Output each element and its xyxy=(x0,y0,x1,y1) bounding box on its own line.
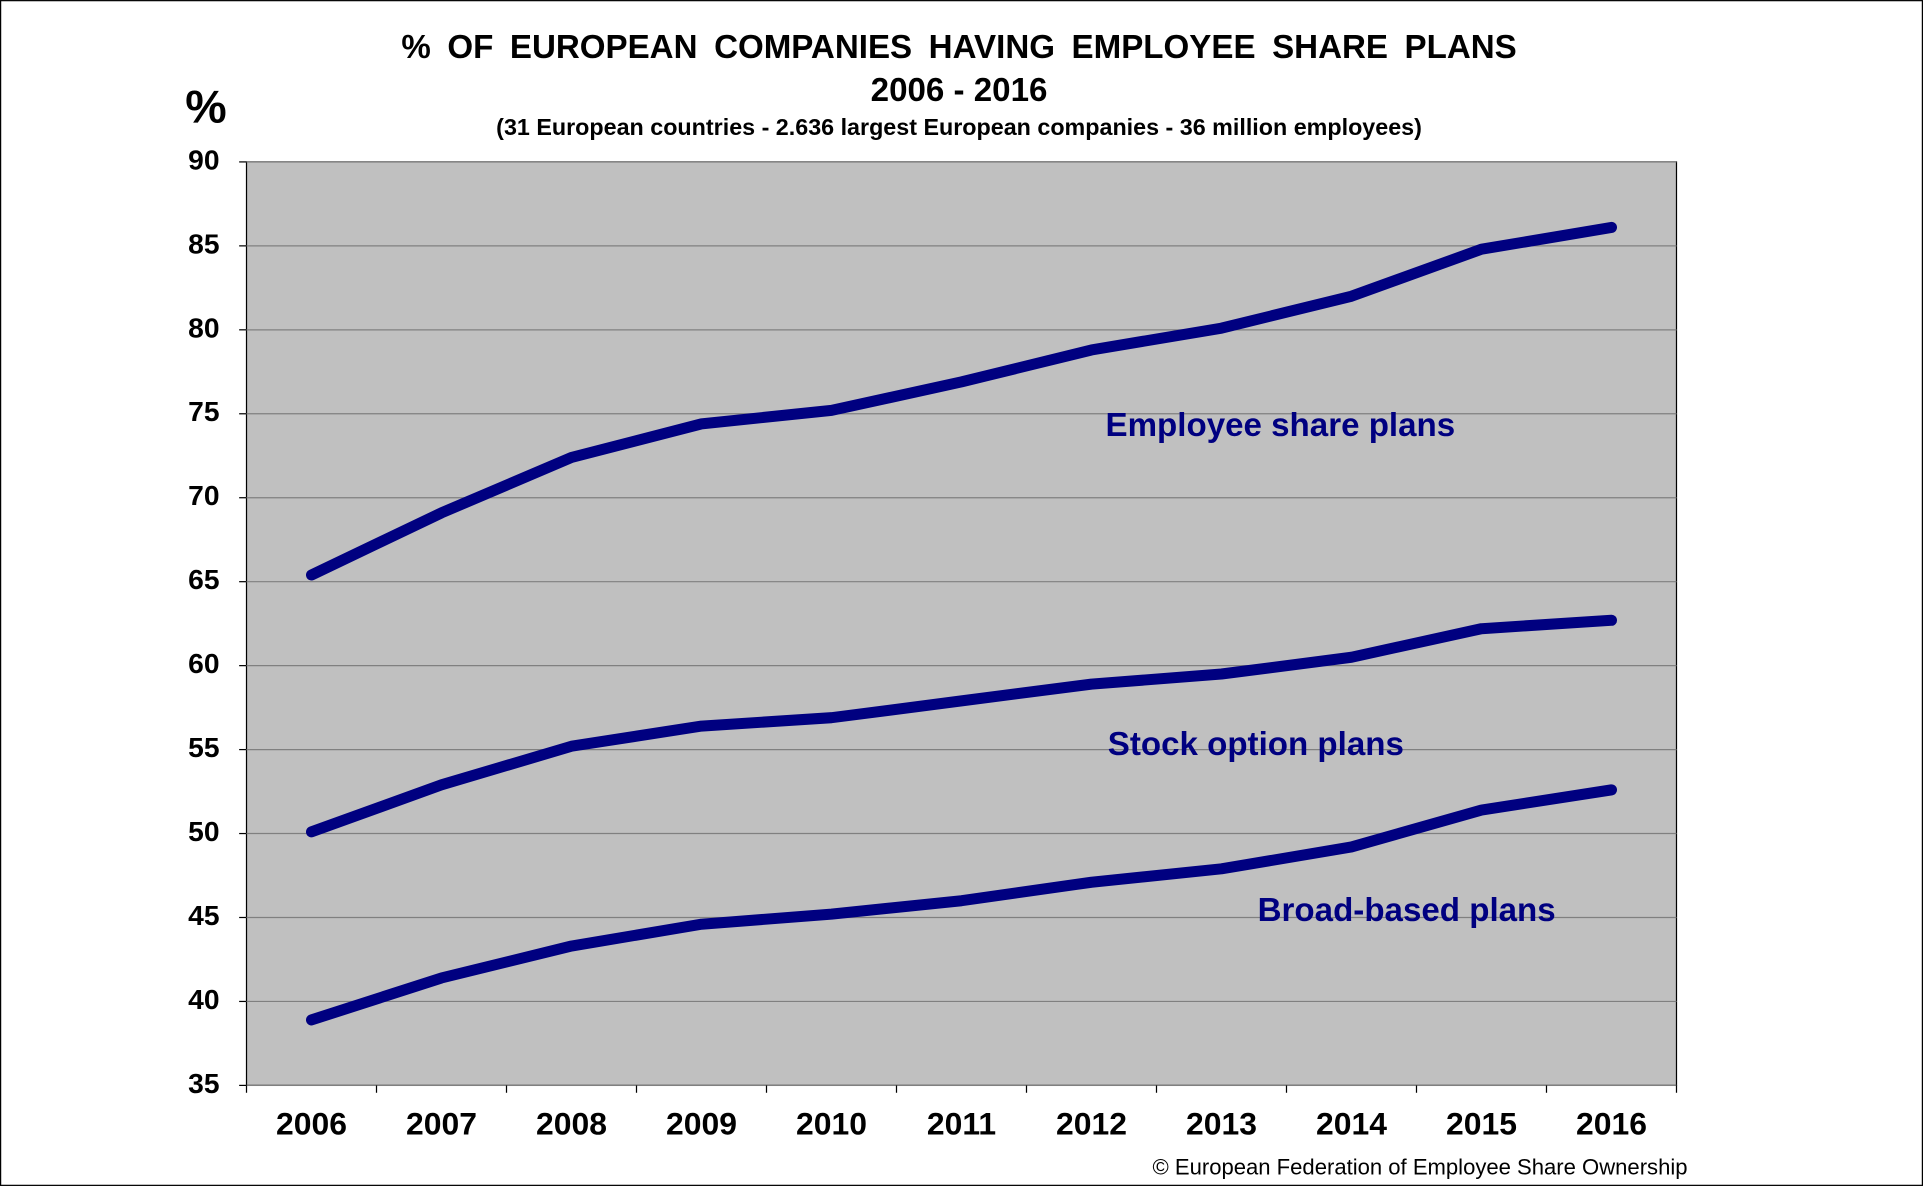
chart-subtitle: 2006 - 2016 xyxy=(871,72,1048,109)
x-tick-label: 2007 xyxy=(406,1105,477,1141)
x-tick-label: 2013 xyxy=(1186,1105,1257,1141)
series-line xyxy=(305,784,1618,1026)
y-tick-label: 75 xyxy=(188,395,219,427)
chart-title: % OF EUROPEAN COMPANIES HAVING EMPLOYEE … xyxy=(401,29,1516,66)
x-tick-label: 2009 xyxy=(666,1105,737,1141)
x-tick-label: 2016 xyxy=(1576,1105,1647,1141)
plot-area xyxy=(245,161,1678,1087)
series-line xyxy=(305,221,1618,581)
x-tick-label: 2015 xyxy=(1446,1105,1517,1141)
x-tick-label: 2012 xyxy=(1056,1105,1127,1141)
y-tick-label: 70 xyxy=(188,479,219,511)
y-tick-label: 55 xyxy=(188,731,219,763)
x-tick-label: 2006 xyxy=(276,1105,347,1141)
y-axis-label: % xyxy=(185,81,226,133)
y-tick-label: 45 xyxy=(188,899,219,931)
y-tick-label: 35 xyxy=(188,1067,219,1099)
series-label: Broad-based plans xyxy=(1258,892,1556,929)
series-line xyxy=(305,614,1618,838)
y-tick-label: 85 xyxy=(188,227,219,259)
y-tick-label: 65 xyxy=(188,563,219,595)
y-tick-label: 40 xyxy=(188,983,219,1015)
x-tick-label: 2014 xyxy=(1316,1105,1387,1141)
y-tick-label: 90 xyxy=(188,143,219,175)
x-tick-label: 2010 xyxy=(796,1105,867,1141)
y-tick-label: 80 xyxy=(188,311,219,343)
y-tick-label: 50 xyxy=(188,815,219,847)
series-label: Stock option plans xyxy=(1108,726,1404,763)
y-tick-label: 60 xyxy=(188,647,219,679)
series-label: Employee share plans xyxy=(1106,407,1456,444)
x-tick-label: 2008 xyxy=(536,1105,607,1141)
chart-note: (31 European countries - 2.636 largest E… xyxy=(496,114,1422,140)
source: © European Federation of Employee Share … xyxy=(1152,1155,1687,1180)
x-tick-label: 2011 xyxy=(927,1105,996,1141)
